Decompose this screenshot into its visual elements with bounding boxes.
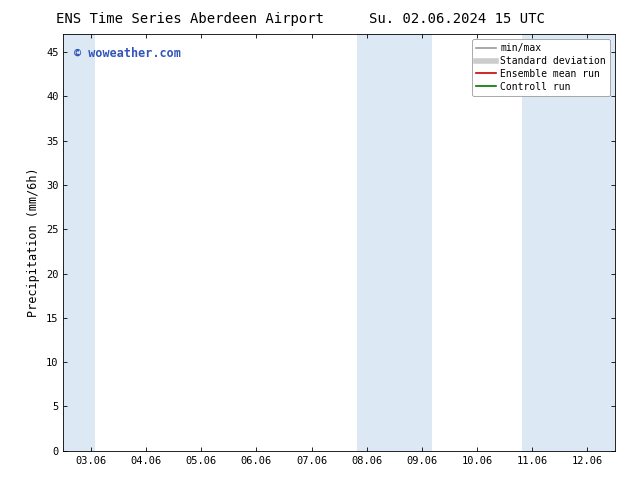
Legend: min/max, Standard deviation, Ensemble mean run, Controll run: min/max, Standard deviation, Ensemble me…: [472, 39, 610, 96]
Bar: [357, 34, 432, 451]
Text: ENS Time Series Aberdeen Airport: ENS Time Series Aberdeen Airport: [56, 12, 324, 26]
Bar: [522, 34, 615, 451]
Text: © woweather.com: © woweather.com: [74, 47, 181, 60]
Y-axis label: Precipitation (mm/6h): Precipitation (mm/6h): [27, 168, 41, 318]
Text: Su. 02.06.2024 15 UTC: Su. 02.06.2024 15 UTC: [368, 12, 545, 26]
Bar: [63, 34, 95, 451]
